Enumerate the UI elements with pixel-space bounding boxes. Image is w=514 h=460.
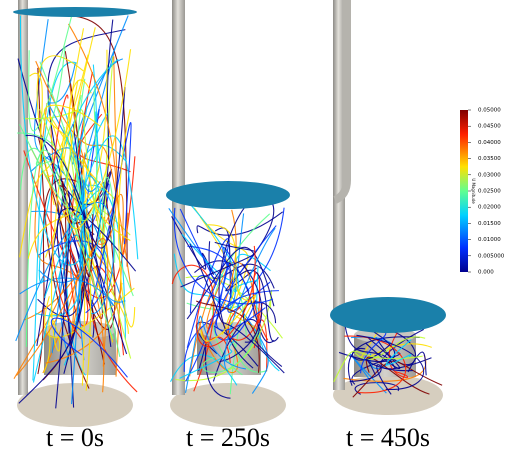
streamlines <box>169 203 285 398</box>
colorbar-tick-label: 0.04500 <box>478 124 501 130</box>
colorbar-tick-label: 0.01500 <box>478 221 501 227</box>
disc <box>13 7 137 17</box>
scene <box>13 0 446 427</box>
panel-label: t = 0s <box>46 423 104 452</box>
colorbar-tick-label: 0.05000 <box>478 108 501 114</box>
colorbar <box>460 110 468 272</box>
panel-label: t = 450s <box>346 423 430 452</box>
page: {"panels": [{"label": "t = 0s"}, {"label… <box>0 0 514 460</box>
colorbar-title: U Magnitude <box>471 178 476 204</box>
colorbar-tick-label: 0.02500 <box>478 189 501 195</box>
colorbar-tick-label: 0.04000 <box>478 140 501 146</box>
disc <box>166 181 290 209</box>
panel-label: t = 250s <box>186 423 270 452</box>
colorbar-tick-label: 0.01000 <box>478 237 501 243</box>
colorbar-tick-label: 0.000 <box>478 270 494 276</box>
figure: t = 0s t = 250s t = 450s U Magnitude 0.0… <box>0 0 514 460</box>
colorbar-tick-label: 0.03500 <box>478 156 501 162</box>
base <box>17 383 133 427</box>
base <box>170 383 286 427</box>
colorbar-tick-label: 0.02000 <box>478 205 501 211</box>
disc <box>330 297 446 333</box>
colorbar-tick-label: 0.005000 <box>478 253 505 259</box>
colorbar-tick-label: 0.03000 <box>478 172 501 178</box>
